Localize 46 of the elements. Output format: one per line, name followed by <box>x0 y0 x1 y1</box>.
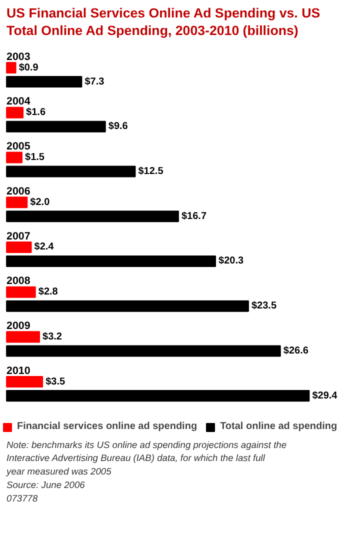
bar <box>6 345 281 357</box>
bar <box>6 286 36 298</box>
bar <box>6 196 28 208</box>
legend-label: Total online ad spending <box>220 421 338 432</box>
bar <box>6 106 24 118</box>
y-tick-label: 2010 <box>6 364 30 377</box>
y-tick-label: 2007 <box>6 230 30 242</box>
text: Note: benchmarks its US online ad spending projections against the Interactive Advertising Bureau (IAB) data, for which the last full year measured was 2005 <box>6 440 287 477</box>
y-tick-label: 2006 <box>6 185 30 198</box>
data-label: $26.6 <box>283 345 309 356</box>
bar <box>6 241 32 253</box>
y-tick-label: 2005 <box>6 140 30 153</box>
y-tick-label: 2003 <box>6 50 30 63</box>
data-label: $3.5 <box>46 376 66 388</box>
data-label: $3.2 <box>42 331 62 342</box>
data-label: $16.7 <box>181 210 207 222</box>
y-tick-label: 2008 <box>6 275 30 288</box>
y-tick-label: 2004 <box>6 96 30 108</box>
bar <box>6 76 82 88</box>
bar <box>6 390 310 402</box>
data-label: $0.9 <box>18 62 39 74</box>
legend-label: Financial services online ad spending <box>17 421 198 432</box>
data-label: $2.4 <box>34 242 54 253</box>
bar <box>6 120 106 132</box>
bar <box>6 331 40 343</box>
bar <box>6 210 179 222</box>
text: 073778 <box>6 494 38 504</box>
bar <box>6 62 16 74</box>
data-label: $7.3 <box>84 76 105 88</box>
source-note: Source: June 2006 <box>6 480 86 490</box>
bar <box>6 376 44 388</box>
bar <box>6 300 249 312</box>
chart-title: US Financial Services Online Ad Spending vs. US Total Online Ad Spending, 2003-2010 (billions) <box>6 6 320 38</box>
y-tick-label: 2009 <box>6 320 30 332</box>
data-label: $2.0 <box>30 196 50 208</box>
data-label: $20.3 <box>218 256 244 267</box>
data-label: $9.6 <box>108 121 128 132</box>
bar <box>6 166 136 178</box>
bar <box>6 255 216 267</box>
data-label: $1.5 <box>25 152 45 164</box>
data-label: $29.4 <box>312 390 338 402</box>
bar <box>6 152 22 164</box>
data-label: $23.5 <box>251 300 277 312</box>
data-label: $12.5 <box>138 166 164 178</box>
data-label: $2.8 <box>38 286 58 298</box>
data-label: $1.6 <box>26 107 46 118</box>
